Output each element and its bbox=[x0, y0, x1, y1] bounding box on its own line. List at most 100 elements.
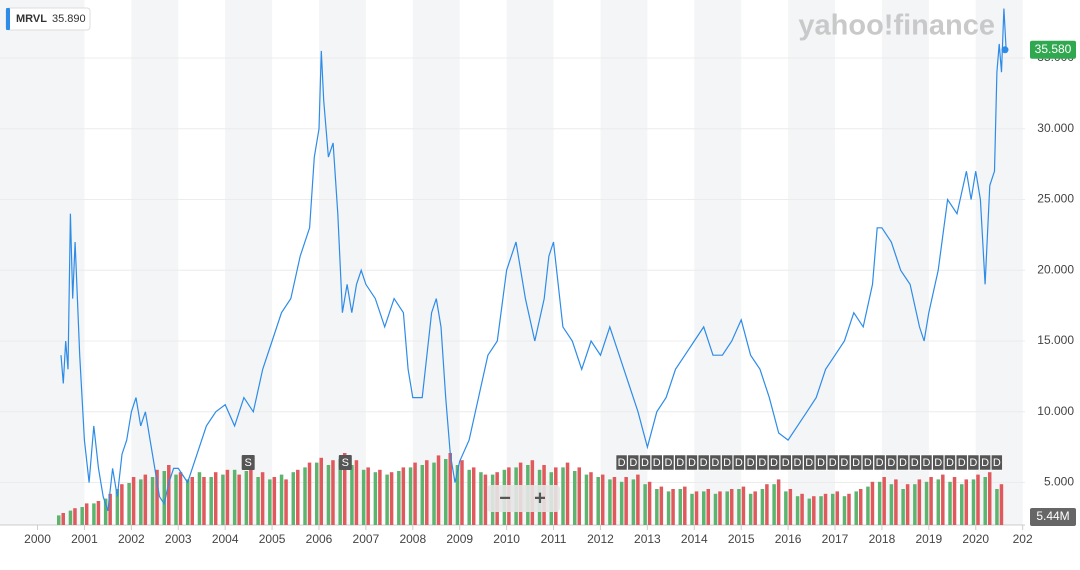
volume-bar-down bbox=[448, 453, 452, 525]
volume-bar-down bbox=[354, 460, 359, 525]
volume-bar-up bbox=[103, 498, 108, 525]
dividend-label: D bbox=[641, 457, 649, 469]
dividend-marker bbox=[709, 454, 722, 471]
dividend-marker bbox=[639, 454, 651, 471]
x-tick-label: 2012 bbox=[587, 532, 614, 546]
dividend-marker bbox=[991, 454, 1003, 471]
split-label: S bbox=[245, 457, 252, 469]
volume-bar-down bbox=[964, 479, 969, 525]
volume-bar-up bbox=[713, 493, 718, 525]
zoom-out[interactable]: − bbox=[499, 487, 511, 509]
year-band bbox=[131, 0, 179, 525]
dividend-label: D bbox=[805, 457, 813, 469]
dividend-label: D bbox=[794, 457, 802, 469]
volume-bar-up bbox=[291, 472, 296, 525]
volume-bar-up bbox=[385, 474, 389, 525]
volume-bar-down bbox=[847, 493, 851, 525]
volume-bar-down bbox=[108, 493, 112, 525]
volume-bar-down bbox=[73, 508, 77, 525]
dividend-marker bbox=[826, 454, 839, 471]
volume-bar-up bbox=[831, 493, 835, 525]
volume-bar-up bbox=[948, 481, 952, 525]
dividend-label: D bbox=[899, 457, 907, 469]
volume-bar-down bbox=[835, 491, 840, 525]
dividend-marker bbox=[873, 454, 886, 471]
volume-bar-up bbox=[314, 462, 319, 525]
volume-bar-up bbox=[115, 489, 120, 525]
dividend-marker bbox=[920, 454, 933, 471]
dividend-marker bbox=[909, 454, 921, 471]
year-band bbox=[600, 0, 648, 525]
dividend-label: D bbox=[923, 457, 931, 469]
volume-bar-down bbox=[870, 481, 875, 525]
volume-bar-down bbox=[202, 477, 206, 525]
volume-bar-up bbox=[666, 491, 671, 525]
split-label: S bbox=[342, 457, 349, 469]
volume-bar-up bbox=[467, 469, 471, 525]
volume-bar-up bbox=[127, 483, 131, 525]
volume-bar-down bbox=[858, 489, 863, 525]
dividend-label: D bbox=[946, 457, 954, 469]
dividend-marker bbox=[615, 454, 628, 471]
volume-bar-up bbox=[373, 472, 378, 525]
volume-bar-up bbox=[842, 496, 847, 525]
price-line bbox=[60, 8, 1007, 511]
volume-bar-down bbox=[307, 462, 312, 525]
volume-bar-up bbox=[795, 496, 800, 525]
dividend-label: D bbox=[969, 457, 977, 469]
dividend-marker bbox=[979, 454, 991, 471]
volume-bar-down bbox=[61, 513, 65, 525]
dividend-label: D bbox=[688, 457, 696, 469]
volume-bar-down bbox=[683, 486, 687, 525]
volume-bar-down bbox=[812, 496, 816, 525]
volume-bar-up bbox=[92, 503, 96, 525]
volume-bar-down bbox=[366, 467, 370, 525]
volume-bar-down bbox=[741, 486, 746, 525]
dividend-marker bbox=[697, 454, 710, 471]
volume-bar-down bbox=[260, 472, 265, 525]
volume-bar-up bbox=[631, 479, 636, 525]
volume-bar-down bbox=[729, 489, 734, 525]
year-band bbox=[225, 0, 273, 525]
volume-bar-down bbox=[647, 481, 652, 525]
dividend-label: D bbox=[876, 457, 884, 469]
volume-bar-up bbox=[854, 491, 858, 525]
volume-bar-down bbox=[225, 469, 230, 525]
volume-bar-down bbox=[471, 467, 476, 525]
x-tick-label: 202 bbox=[1013, 532, 1033, 546]
volume-bar-up bbox=[737, 489, 741, 525]
x-tick-label: 2001 bbox=[71, 532, 98, 546]
dividend-marker bbox=[744, 454, 757, 471]
volume-bar-up bbox=[901, 489, 905, 525]
volume-bar-up bbox=[209, 477, 213, 525]
volume-bar-down bbox=[436, 455, 441, 525]
dividend-marker bbox=[850, 454, 862, 471]
zoom-in[interactable]: + bbox=[534, 487, 546, 509]
volume-bar-up bbox=[643, 484, 647, 525]
volume-bar-up bbox=[443, 459, 448, 525]
volume-bar-up bbox=[655, 489, 659, 525]
volume-bar-down bbox=[882, 477, 886, 525]
volume-bar-up bbox=[960, 484, 964, 525]
x-tick-label: 2000 bbox=[24, 532, 51, 546]
dividend-label: D bbox=[653, 457, 661, 469]
volume-bar-up bbox=[420, 465, 425, 525]
volume-bar-up bbox=[150, 477, 155, 525]
volume-bar-down bbox=[765, 484, 769, 525]
dividend-marker bbox=[721, 454, 733, 471]
volume-bar-down bbox=[671, 489, 675, 525]
dividend-marker bbox=[780, 454, 792, 471]
x-tick-label: 2016 bbox=[775, 532, 802, 546]
volume-bar-up bbox=[619, 481, 624, 525]
year-band bbox=[506, 0, 554, 525]
volume-bar-up bbox=[678, 489, 683, 525]
volume-bar-up bbox=[185, 479, 190, 525]
volume-bar-down bbox=[143, 474, 148, 525]
x-tick-label: 2014 bbox=[681, 532, 708, 546]
dividend-label: D bbox=[711, 457, 719, 469]
volume-bar-down bbox=[894, 479, 898, 525]
volume-bar-up bbox=[174, 474, 178, 525]
x-tick-label: 2011 bbox=[541, 532, 567, 546]
volume-bar-up bbox=[326, 465, 331, 525]
volume-badge bbox=[1030, 508, 1076, 526]
